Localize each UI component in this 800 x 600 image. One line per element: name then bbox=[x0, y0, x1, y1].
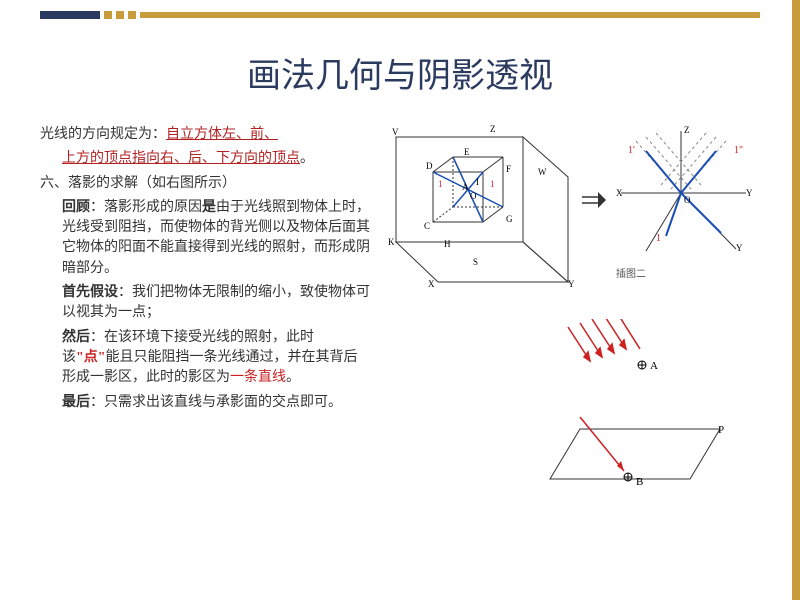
svg-text:K: K bbox=[388, 237, 395, 247]
svg-text:W: W bbox=[538, 167, 547, 177]
paragraph-light-direction-cont: 上方的顶点指向右、后、下方向的顶点。 bbox=[40, 149, 370, 169]
svg-text:Y: Y bbox=[568, 279, 575, 289]
svg-text:E: E bbox=[464, 147, 470, 157]
diagram2-caption: 插图二 bbox=[616, 265, 646, 280]
top-decoration-bar bbox=[0, 0, 800, 30]
svg-text:Y: Y bbox=[736, 243, 743, 253]
bar-square bbox=[116, 11, 124, 19]
svg-text:1: 1 bbox=[438, 179, 443, 189]
diagram-axis-rays: Z X Y O Y 1' 1" 1 bbox=[606, 121, 756, 261]
paragraph-finally: 最后：只需求出该直线与承影面的交点即可。 bbox=[40, 393, 370, 413]
paragraph-then: 然后：在该环境下接受光线的照射，此时该"点"能且只能阻挡一条光线通过，并在其背后… bbox=[40, 328, 370, 389]
paragraph-assume: 首先假设：我们把物体无限制的缩小，致使物体可以视其为一点； bbox=[40, 283, 370, 324]
svg-text:Z: Z bbox=[490, 124, 496, 134]
bar-segment-gold bbox=[140, 12, 760, 18]
svg-text:D: D bbox=[426, 161, 433, 171]
content-area: 光线的方向规定为：自立方体左、前、 上方的顶点指向右、后、下方向的顶点。 六、落… bbox=[0, 125, 800, 417]
svg-text:S: S bbox=[473, 257, 478, 267]
paragraph-light-direction: 光线的方向规定为：自立方体左、前、 bbox=[40, 125, 370, 145]
side-gold-stripe bbox=[792, 0, 800, 600]
bar-square bbox=[104, 11, 112, 19]
svg-text:X: X bbox=[616, 188, 623, 198]
emphasis-link: 上方的顶点指向右、后、下方向的顶点 bbox=[62, 151, 300, 166]
svg-text:F: F bbox=[506, 164, 511, 174]
svg-text:1": 1" bbox=[734, 145, 743, 156]
svg-text:I: I bbox=[476, 177, 479, 187]
svg-text:B: B bbox=[636, 476, 643, 488]
emphasis-link: 自立方体左、前、 bbox=[166, 127, 278, 142]
svg-text:V: V bbox=[392, 127, 399, 137]
svg-text:C: C bbox=[424, 221, 430, 231]
svg-text:1: 1 bbox=[490, 179, 495, 189]
svg-text:O: O bbox=[684, 195, 691, 205]
diagram-light-rays-point: A bbox=[548, 319, 678, 399]
svg-text:1': 1' bbox=[628, 145, 635, 156]
svg-text:G: G bbox=[506, 214, 513, 224]
arrow-right-icon bbox=[580, 185, 606, 215]
svg-text:P: P bbox=[718, 424, 724, 436]
bar-square bbox=[128, 11, 136, 19]
diagram-shadow-plane: P B bbox=[520, 409, 730, 519]
paragraph-section-six: 六、落影的求解（如右图所示） bbox=[40, 174, 370, 194]
bar-segment-dark bbox=[40, 11, 100, 19]
svg-text:A: A bbox=[650, 360, 658, 372]
paragraph-review: 回顾：落影形成的原因是由于光线照到物体上时，光线受到阻挡，而使物体的背光侧以及物… bbox=[40, 198, 370, 279]
diagram-column: 1 1 V Z D E W F A I K C O H G S X Y bbox=[370, 125, 770, 417]
svg-text:H: H bbox=[444, 239, 451, 249]
svg-text:O: O bbox=[470, 191, 477, 201]
svg-text:Y: Y bbox=[746, 188, 753, 198]
text-column: 光线的方向规定为：自立方体左、前、 上方的顶点指向右、后、下方向的顶点。 六、落… bbox=[40, 125, 370, 417]
page-title: 画法几何与阴影透视 bbox=[0, 48, 800, 97]
svg-text:Z: Z bbox=[684, 125, 690, 135]
svg-text:A: A bbox=[462, 182, 469, 192]
svg-text:1: 1 bbox=[656, 233, 661, 244]
svg-text:X: X bbox=[428, 279, 435, 289]
diagram-cube-projection: 1 1 V Z D E W F A I K C O H G S X Y bbox=[378, 117, 578, 297]
